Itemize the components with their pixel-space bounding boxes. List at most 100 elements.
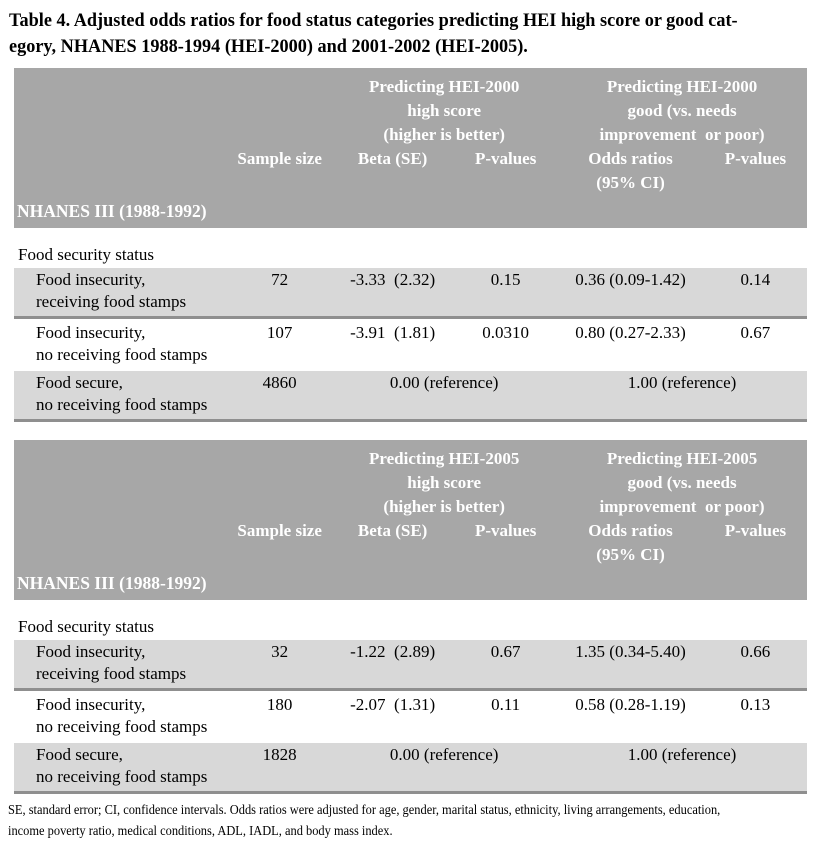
beta-se-column-header: Beta (SE)	[357, 149, 428, 168]
hei-2000-table: Predicting HEI-2000 high score (higher i…	[14, 68, 807, 422]
row-separator-line	[14, 688, 807, 691]
odds-ratio-value: 1.35 (0.34-5.40)	[575, 642, 686, 661]
hei-2005-header-band: Predicting HEI-2005 high score (higher i…	[14, 440, 807, 600]
row-label-line-2: receiving food stamps	[36, 292, 187, 311]
row-label: Food secure, no receiving food stamps	[14, 372, 228, 416]
group-header-line: good (vs. needs	[627, 101, 737, 120]
group-header-line: good (vs. needs	[627, 473, 737, 492]
hei-2005-good-group-header: Predicting HEI-2005 good (vs. needs impr…	[557, 447, 807, 519]
sample-size-column-header: Sample size	[237, 149, 322, 168]
table-row-food-insecurity-no-stamps: Food insecurity, no receiving food stamp…	[14, 693, 807, 741]
row-label: Food secure, no receiving food stamps	[14, 744, 228, 788]
row-separator-line	[14, 419, 807, 422]
footnote-line-1: SE, standard error; CI, confidence inter…	[8, 802, 721, 817]
beta-se-value: -3.33 (2.32)	[350, 270, 436, 289]
row-label: Food insecurity, no receiving food stamp…	[14, 694, 228, 738]
footnote-line-2: income poverty ratio, medical conditions…	[8, 823, 393, 838]
odds-ratio-value: 0.36 (0.09-1.42)	[575, 270, 686, 289]
group-header-line: improvement or poor)	[599, 497, 765, 516]
p-values-column-header: P-values	[724, 149, 787, 168]
beta-se-value: -3.91 (1.81)	[350, 323, 436, 342]
survey-label: NHANES III (1988-1992)	[17, 573, 207, 593]
odds-reference-value: 1.00 (reference)	[627, 373, 737, 392]
p-value: 0.0310	[482, 323, 529, 342]
group-header-line: high score	[407, 101, 482, 120]
sample-size-value: 1828	[262, 745, 297, 764]
empty-label-cell	[14, 447, 228, 519]
section-label-food-security-status: Food security status	[18, 617, 154, 636]
sample-size-value: 4860	[262, 373, 297, 392]
hei-2000-group-header-row: Predicting HEI-2000 high score (higher i…	[14, 75, 807, 147]
p-value: 0.67	[740, 323, 771, 342]
empty-label-cell	[14, 75, 228, 147]
row-label-line-1: Food insecurity,	[36, 642, 146, 661]
hei-2000-high-score-group-header: Predicting HEI-2000 high score (higher i…	[331, 75, 557, 147]
odds-ratios-header-line-2: (95% CI)	[596, 173, 665, 192]
empty-sample-cell	[228, 75, 331, 147]
odds-ratios-header-line-1: Odds ratios	[588, 149, 673, 168]
row-label-line-1: Food insecurity,	[36, 270, 146, 289]
group-header-line: Predicting HEI-2005	[606, 449, 758, 468]
row-separator-line	[14, 316, 807, 319]
hei-2000-good-group-header: Predicting HEI-2000 good (vs. needs impr…	[557, 75, 807, 147]
group-header-line: Predicting HEI-2000	[369, 77, 520, 96]
odds-ratio-value: 0.80 (0.27-2.33)	[575, 323, 686, 342]
table-title-line-2: egory, NHANES 1988-1994 (HEI-2000) and 2…	[9, 36, 528, 57]
row-label-line-1: Food secure,	[36, 745, 123, 764]
table-row-food-insecurity-stamps: Food insecurity, receiving food stamps 7…	[14, 268, 807, 316]
group-header-line: (higher is better)	[383, 497, 505, 516]
row-label-line-1: Food secure,	[36, 373, 123, 392]
odds-ratios-header-line-2: (95% CI)	[596, 545, 665, 564]
row-label-line-1: Food insecurity,	[36, 695, 146, 714]
p-value: 0.11	[491, 695, 521, 714]
row-separator-line	[14, 791, 807, 794]
sample-size-value: 107	[266, 323, 293, 342]
row-label-line-2: no receiving food stamps	[36, 345, 208, 364]
table-row-food-secure: Food secure, no receiving food stamps 48…	[14, 371, 807, 419]
section-label-food-security-status: Food security status	[18, 245, 154, 264]
group-header-line: high score	[407, 473, 482, 492]
p-value: 0.67	[490, 642, 521, 661]
empty-sample-cell	[228, 447, 331, 519]
beta-se-value: -1.22 (2.89)	[350, 642, 436, 661]
beta-reference-value: 0.00 (reference)	[389, 745, 499, 764]
hei-2005-table: Predicting HEI-2005 high score (higher i…	[14, 440, 807, 794]
row-label-line-2: no receiving food stamps	[36, 717, 208, 736]
p-value: 0.66	[740, 642, 771, 661]
beta-se-column-header: Beta (SE)	[357, 521, 428, 540]
group-header-line: improvement or poor)	[599, 125, 765, 144]
table-row-food-insecurity-stamps: Food insecurity, receiving food stamps 3…	[14, 640, 807, 688]
survey-label: NHANES III (1988-1992)	[17, 201, 207, 221]
sample-size-value: 72	[271, 270, 289, 289]
hei-2005-group-header-row: Predicting HEI-2005 high score (higher i…	[14, 447, 807, 519]
row-label-line-1: Food insecurity,	[36, 323, 146, 342]
p-value: 0.15	[490, 270, 521, 289]
p-values-column-header: P-values	[474, 149, 537, 168]
p-value: 0.14	[740, 270, 771, 289]
row-label: Food insecurity, receiving food stamps	[14, 641, 228, 685]
sample-size-column-header: Sample size	[237, 521, 322, 540]
row-label: Food insecurity, receiving food stamps	[14, 269, 228, 313]
row-label-line-2: receiving food stamps	[36, 664, 187, 683]
sample-size-value: 32	[271, 642, 289, 661]
hei-2000-header-band: Predicting HEI-2000 high score (higher i…	[14, 68, 807, 228]
p-values-column-header: P-values	[724, 521, 787, 540]
hei-2005-high-score-group-header: Predicting HEI-2005 high score (higher i…	[331, 447, 557, 519]
odds-ratios-header-line-1: Odds ratios	[588, 521, 673, 540]
sample-size-value: 180	[266, 695, 293, 714]
beta-reference-value: 0.00 (reference)	[389, 373, 499, 392]
beta-se-value: -2.07 (1.31)	[350, 695, 436, 714]
odds-ratio-value: 0.58 (0.28-1.19)	[575, 695, 686, 714]
hei-2005-column-header-row: Sample size Beta (SE) P-values Odds rati…	[14, 519, 807, 567]
table-title-line-1: Table 4. Adjusted odds ratios for food s…	[9, 10, 738, 31]
hei-2000-column-header-row: Sample size Beta (SE) P-values Odds rati…	[14, 147, 807, 195]
p-values-column-header: P-values	[474, 521, 537, 540]
table-footnote: SE, standard error; CI, confidence inter…	[8, 799, 814, 841]
group-header-line: Predicting HEI-2000	[606, 77, 758, 96]
odds-ratios-column-header: Odds ratios (95% CI)	[557, 519, 704, 567]
row-label-line-2: no receiving food stamps	[36, 395, 208, 414]
row-label: Food insecurity, no receiving food stamp…	[14, 322, 228, 366]
p-value: 0.13	[740, 695, 771, 714]
table-row-food-secure: Food secure, no receiving food stamps 18…	[14, 743, 807, 791]
